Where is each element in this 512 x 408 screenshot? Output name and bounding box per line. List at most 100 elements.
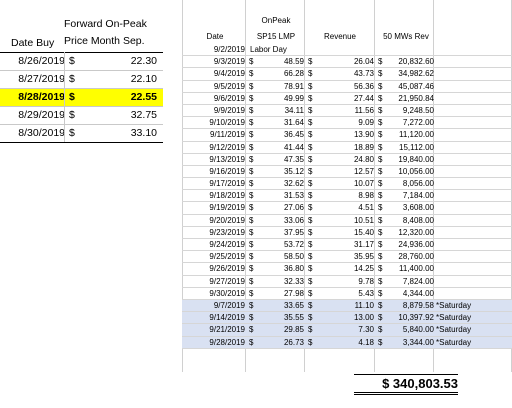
buy-date: 8/30/2019: [18, 127, 65, 139]
row-date: 9/16/2019: [209, 166, 245, 176]
holiday-date: 9/2/2019: [213, 45, 245, 54]
currency-symbol: $: [378, 81, 383, 91]
table-row: 9/6/2019 $49.99 $27.44 $21,950.84: [182, 93, 512, 105]
currency-symbol: $: [249, 252, 254, 262]
currency-symbol: $: [308, 142, 313, 152]
row-date: 9/10/2019: [209, 118, 245, 128]
mw-rev-value: 7,184.00: [402, 191, 434, 201]
mw-rev-value: 3,344.00: [402, 337, 434, 347]
currency-symbol: $: [308, 154, 313, 164]
currency-symbol: $: [308, 264, 313, 274]
currency-symbol: $: [69, 55, 75, 67]
forward-price-header: Forward On-Peak Price Month Sep. Date Bu…: [0, 0, 163, 53]
table-row: 9/9/2019 $34.11 $11.56 $9,248.50: [182, 105, 512, 118]
mw-rev-value: 9,248.50: [402, 105, 434, 115]
currency-symbol: $: [249, 276, 254, 286]
mw-rev-value: 7,272.00: [402, 118, 434, 128]
currency-symbol: $: [249, 154, 254, 164]
currency-symbol: $: [308, 105, 313, 115]
table-row: 9/27/2019 $32.33 $9.78 $7,824.00: [182, 276, 512, 288]
forward-price-table: Forward On-Peak Price Month Sep. Date Bu…: [0, 0, 163, 143]
revenue-header: OnPeak SP15 LMP Date Revenue 50 MWs Rev: [182, 0, 512, 44]
table-row: 8/29/2019 $32.75: [0, 107, 163, 125]
currency-symbol: $: [308, 300, 313, 310]
table-row: 9/7/2019 $33.65 $11.10 $8,879.58 *Saturday: [182, 299, 512, 313]
revenue-value: 13.90: [353, 130, 374, 140]
lmp-value: 41.44: [283, 142, 304, 152]
column-divider: [182, 0, 183, 372]
mw-rev-value: 10,397.92: [398, 313, 434, 323]
mw-rev-value: 8,056.00: [402, 179, 434, 189]
lmp-value: 36.45: [283, 130, 304, 140]
currency-symbol: $: [249, 105, 254, 115]
revenue-table: OnPeak SP15 LMP Date Revenue 50 MWs Rev …: [182, 0, 512, 408]
currency-symbol: $: [378, 313, 383, 323]
revenue-value: 4.51: [358, 203, 374, 213]
column-divider: [374, 0, 375, 372]
table-row: 9/13/2019 $47.35 $24.80 $19,840.00: [182, 154, 512, 166]
row-date: 9/7/2019: [213, 300, 245, 310]
mw-rev-value: 34,982.62: [398, 69, 434, 79]
row-date: 9/24/2019: [209, 240, 245, 249]
row-date: 9/18/2019: [209, 191, 245, 201]
currency-symbol: $: [378, 203, 383, 213]
buy-date: 8/29/2019: [18, 109, 65, 121]
currency-symbol: $: [308, 288, 313, 298]
revenue-value: 31.17: [353, 240, 374, 249]
revenue-value: 56.36: [353, 81, 374, 91]
saturday-note: *Saturday: [436, 337, 472, 347]
lmp-value: 35.12: [283, 166, 304, 176]
revenue-value: 18.89: [353, 142, 374, 152]
revenue-value: 4.18: [358, 337, 374, 347]
currency-symbol: $: [378, 154, 383, 164]
table-row: 9/24/2019 $53.72 $31.17 $24,936.00: [182, 239, 512, 252]
currency-symbol: $: [249, 166, 254, 176]
table-row: 9/25/2019 $58.50 $35.95 $28,760.00: [182, 251, 512, 264]
currency-symbol: $: [378, 142, 383, 152]
currency-symbol: $: [378, 130, 383, 140]
currency-symbol: $: [308, 118, 313, 128]
currency-symbol: $: [378, 325, 383, 335]
row-date: 9/21/2019: [209, 325, 245, 335]
forward-price: 22.55: [130, 91, 157, 103]
lmp-value: 78.91: [283, 81, 304, 91]
mw-rev-header: 50 MWs Rev: [383, 32, 429, 41]
currency-symbol: $: [249, 325, 254, 335]
row-date: 9/28/2019: [209, 337, 245, 347]
row-date: 9/19/2019: [209, 203, 245, 213]
mw-rev-value: 21,950.84: [398, 93, 434, 103]
table-row: 9/20/2019 $33.06 $10.51 $8,408.00: [182, 215, 512, 227]
table-row: 9/5/2019 $78.91 $56.36 $45,087.46: [182, 81, 512, 93]
currency-symbol: $: [378, 252, 383, 262]
currency-symbol: $: [249, 142, 254, 152]
mw-rev-value: 45,087.46: [398, 81, 434, 91]
forward-price-rows: 8/26/2019 $22.30 8/27/2019 $22.10 8/28/2019 $…: [0, 53, 163, 143]
mw-rev-value: 19,840.00: [398, 154, 434, 164]
mw-rev-value: 15,112.00: [399, 142, 434, 152]
row-date: 9/3/2019: [213, 57, 245, 67]
lmp-value: 31.53: [283, 191, 304, 201]
lmp-value: 35.55: [283, 313, 304, 323]
revenue-value: 8.98: [358, 191, 374, 201]
holiday-row: 9/2/2019 Labor Day: [182, 44, 512, 57]
currency-symbol: $: [69, 109, 75, 121]
saturday-note: *Saturday: [436, 325, 472, 335]
currency-symbol: $: [249, 93, 254, 103]
revenue-header-label: Revenue: [323, 32, 357, 41]
revenue-rows: 9/2/2019 Labor Day 9/3/2019 $48.59 $26.04 $…: [182, 44, 512, 349]
holiday-label: Labor Day: [250, 45, 287, 54]
currency-symbol: $: [378, 93, 383, 103]
mw-rev-value: 4,344.00: [402, 288, 434, 298]
lmp-value: 47.35: [283, 154, 304, 164]
mw-rev-value: 24,936.00: [398, 240, 434, 249]
table-row: 8/30/2019 $33.10: [0, 125, 163, 142]
table-row: 9/23/2019 $37.95 $15.40 $12,320.00: [182, 227, 512, 239]
row-date: 9/23/2019: [209, 227, 245, 237]
currency-symbol: $: [308, 93, 313, 103]
row-date: 9/6/2019: [213, 93, 245, 103]
revenue-value: 10.07: [353, 179, 374, 189]
date-buy-header: Date Buy: [11, 37, 55, 49]
revenue-value: 14.25: [353, 264, 374, 274]
lmp-header-line1: OnPeak: [261, 16, 291, 25]
currency-symbol: $: [308, 179, 313, 189]
